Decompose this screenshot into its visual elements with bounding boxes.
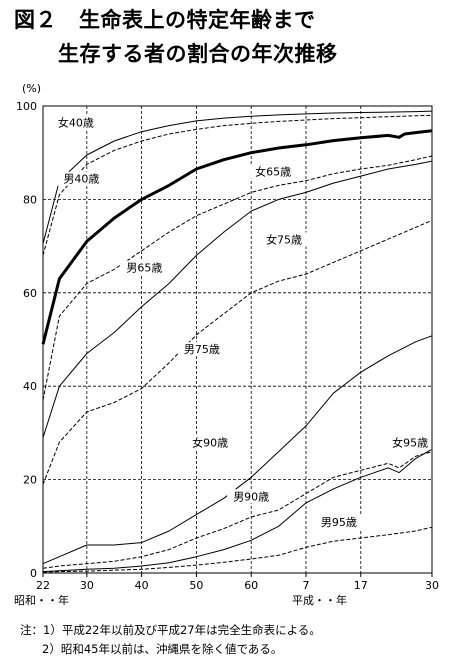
x-tick-label: 40 — [135, 579, 149, 592]
x-tick-label: 7 — [302, 579, 309, 592]
y-tick-label: 40 — [23, 380, 37, 393]
series-label: 男95歳 — [321, 516, 357, 529]
y-tick-label: 20 — [23, 474, 37, 487]
series-line-2 — [42, 114, 433, 256]
y-axis-ticks: 0 20 40 60 80 100 — [16, 100, 37, 580]
series-line-1 — [42, 110, 433, 244]
x-tick-label: 30 — [425, 579, 439, 592]
figure-label: 図２ — [14, 8, 57, 32]
series-line-3 — [41, 129, 433, 345]
y-tick-label: 60 — [23, 287, 37, 300]
series-label-bg — [227, 489, 276, 504]
series-line-5 — [42, 160, 433, 438]
y-tick-label: 80 — [23, 193, 37, 206]
series-line-4 — [42, 155, 433, 401]
series-label-bg — [120, 260, 169, 275]
x-tick-label: 22 — [36, 579, 50, 592]
series-line-8 — [42, 451, 433, 569]
series-label-bg — [249, 164, 298, 179]
chart-title-line2: 生存する者の割合の年次推移 — [58, 42, 338, 66]
series-lines — [41, 110, 433, 573]
chart-title-line1: 図２ 生命表上の特定年齢まで — [14, 8, 316, 32]
x-axis-era-showa: 昭和・・年 — [14, 593, 69, 607]
series-label-bg — [177, 342, 226, 357]
x-axis-era-heisei: 平成・・年 — [292, 593, 347, 607]
note-1: 注：1）平成22年以前及び平成27年は完全生命表による。 — [20, 623, 321, 637]
x-tick-label: 30 — [80, 579, 94, 592]
series-line-7 — [42, 335, 433, 565]
plot-area-frame — [42, 105, 433, 574]
series-label-bg — [260, 232, 309, 247]
y-axis-unit: (%) — [22, 82, 41, 95]
series-line-6 — [42, 219, 433, 485]
y-tick-label: 0 — [30, 567, 37, 580]
series-label: 男90歳 — [233, 490, 269, 503]
series-label-bg — [186, 435, 235, 450]
y-tick-label: 100 — [16, 100, 37, 113]
series-label: 女65歳 — [255, 165, 291, 179]
title-text-line1: 生命表上の特定年齢まで — [79, 8, 316, 32]
series-label: 男40歳 — [63, 173, 99, 186]
x-tick-label: 60 — [244, 579, 258, 592]
series-label-bg — [386, 435, 435, 450]
series-label: 女40歳 — [58, 116, 94, 130]
series-label-bg — [57, 171, 106, 186]
series-line-10 — [42, 526, 433, 573]
note-2: 2）昭和45年以前は、沖縄県を除く値である。 — [42, 642, 283, 656]
series-label: 男65歳 — [126, 261, 162, 274]
x-tick-label: 17 — [354, 579, 368, 592]
x-axis-ticks: 22 30 40 50 60 7 17 30 — [36, 573, 439, 592]
series-label: 女95歳 — [392, 436, 428, 450]
series-label: 女90歳 — [192, 436, 228, 450]
series-label: 女75歳 — [266, 232, 302, 246]
series-label: 男75歳 — [184, 343, 220, 356]
series-label-bg — [51, 115, 100, 130]
series-line-9 — [42, 448, 433, 573]
x-tick-label: 50 — [189, 579, 203, 592]
series-label-bg — [314, 514, 363, 529]
